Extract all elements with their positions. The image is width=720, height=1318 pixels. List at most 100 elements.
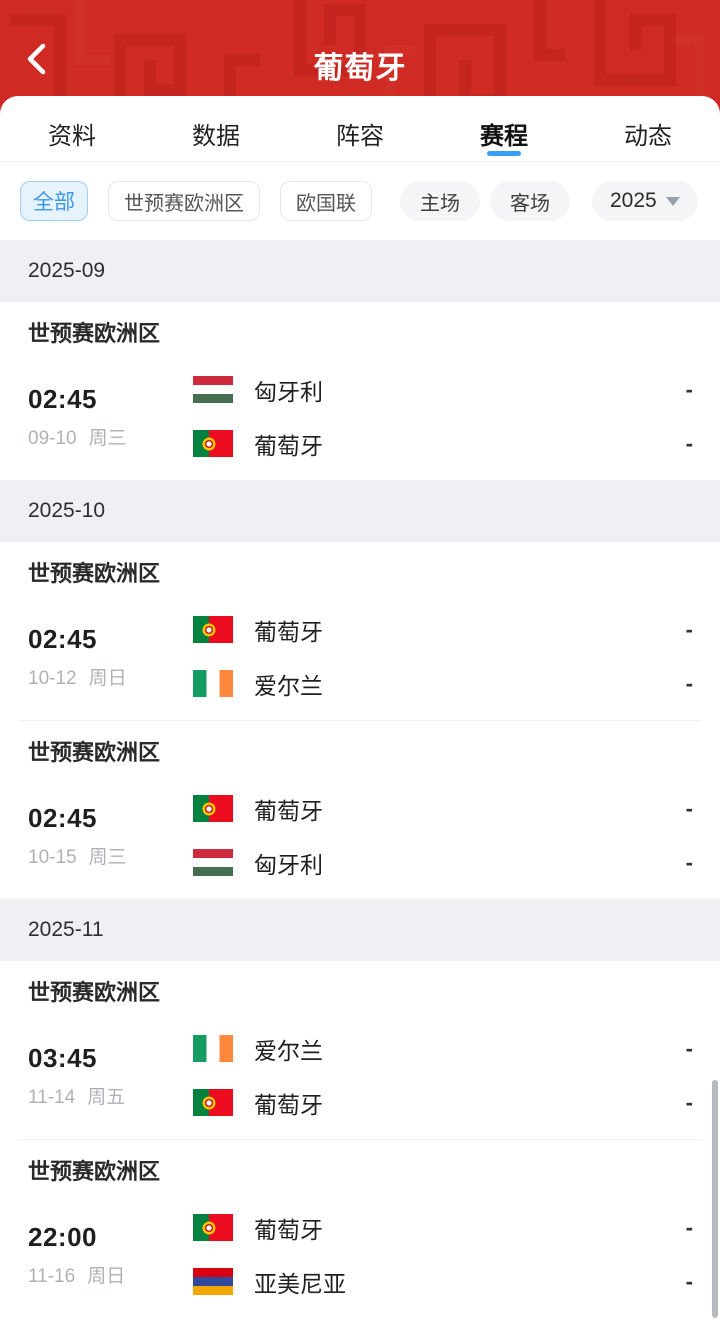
tab-label: 赛程 [480, 123, 528, 150]
match-time-block: 02:45 09-10 周三 [0, 368, 193, 465]
match-body: 02:45 10-15 周三 葡萄牙 - [0, 787, 720, 884]
match-card[interactable]: 世预赛欧洲区 02:45 10-15 周三 葡萄牙 - [0, 721, 720, 899]
home-score: - [685, 1214, 693, 1240]
away-team-row: 亚美尼亚 - [193, 1260, 720, 1303]
year-select[interactable]: 2025 [592, 181, 698, 221]
match-card[interactable]: 世预赛欧洲区 02:45 09-10 周三 匈牙利 - [0, 302, 720, 480]
match-card[interactable]: 世预赛欧洲区 03:45 11-14 周五 爱尔兰 - [0, 961, 720, 1139]
date-value: 10-12 [28, 667, 77, 689]
match-date: 11-14 周五 [28, 1082, 193, 1109]
match-time: 22:00 [28, 1221, 97, 1252]
home-score: - [685, 616, 693, 642]
match-date: 11-16 周日 [28, 1261, 193, 1288]
team-name: 葡萄牙 [254, 1216, 323, 1243]
flag-hungary [193, 849, 233, 876]
month-label: 2025-10 [28, 499, 106, 522]
match-time: 02:45 [28, 623, 97, 654]
weekday-value: 周三 [88, 427, 127, 449]
match-body: 02:45 10-12 周日 葡萄牙 - [0, 608, 720, 705]
match-body: 22:00 11-16 周日 葡萄牙 - [0, 1206, 720, 1303]
competition-name: 世预赛欧洲区 [28, 1159, 161, 1184]
match-time-block: 03:45 11-14 周五 [0, 1027, 193, 1124]
flag-portugal [193, 430, 233, 457]
tab-label: 资料 [48, 123, 96, 150]
away-team-row: 匈牙利 - [193, 841, 720, 884]
team-name: 葡萄牙 [254, 797, 323, 824]
match-time: 03:45 [28, 1042, 97, 1073]
away-team-row: 葡萄牙 - [193, 422, 720, 465]
match-date: 10-12 周日 [28, 663, 193, 690]
team-name: 葡萄牙 [254, 432, 323, 459]
flag-portugal [193, 616, 233, 643]
filter-wc-qualifier-chip[interactable]: 世预赛欧洲区 [108, 181, 260, 221]
scrollbar-thumb[interactable] [712, 1080, 718, 1318]
match-card[interactable]: 世预赛欧洲区 22:00 11-16 周日 葡萄牙 - [0, 1140, 720, 1318]
weekday-value: 周日 [87, 1265, 126, 1287]
date-value: 10-15 [28, 846, 77, 868]
tab-info[interactable]: 资料 [0, 106, 144, 161]
tab-news[interactable]: 动态 [576, 106, 720, 161]
year-select-value: 2025 [610, 189, 657, 212]
away-score: - [685, 1089, 693, 1115]
month-label: 2025-11 [28, 918, 104, 941]
team-name: 匈牙利 [254, 378, 323, 405]
away-score: - [685, 849, 693, 875]
teams: 葡萄牙 - 爱尔兰 - [193, 608, 720, 705]
competition-name: 世预赛欧洲区 [28, 561, 161, 586]
flag-hungary [193, 376, 233, 403]
home-team-row: 匈牙利 - [193, 368, 720, 411]
date-value: 09-10 [28, 427, 77, 449]
match-card[interactable]: 世预赛欧洲区 02:45 10-12 周日 葡萄牙 - [0, 542, 720, 720]
filter-away-chip[interactable]: 客场 [490, 181, 570, 221]
away-team-row: 葡萄牙 - [193, 1081, 720, 1124]
back-button[interactable] [16, 40, 56, 80]
flag-ireland [193, 1035, 233, 1062]
tab-bar: 资料 数据 阵容 赛程 动态 [0, 96, 720, 162]
teams: 匈牙利 - 葡萄牙 - [193, 368, 720, 465]
flag-portugal [193, 795, 233, 822]
competition-name: 世预赛欧洲区 [28, 980, 161, 1005]
month-header: 2025-10 [0, 480, 720, 542]
filter-all-chip[interactable]: 全部 [20, 181, 88, 221]
match-time-block: 02:45 10-12 周日 [0, 608, 193, 705]
match-date: 09-10 周三 [28, 423, 193, 450]
flag-ireland [193, 670, 233, 697]
chevron-down-icon [665, 196, 680, 206]
filter-home-chip[interactable]: 主场 [400, 181, 480, 221]
team-name: 葡萄牙 [254, 618, 323, 645]
match-divider [18, 720, 702, 721]
teams: 爱尔兰 - 葡萄牙 - [193, 1027, 720, 1124]
team-name: 匈牙利 [254, 851, 323, 878]
teams: 葡萄牙 - 亚美尼亚 - [193, 1206, 720, 1303]
match-time: 02:45 [28, 802, 97, 833]
home-team-row: 爱尔兰 - [193, 1027, 720, 1070]
home-team-row: 葡萄牙 - [193, 1206, 720, 1249]
chevron-left-icon [27, 43, 46, 74]
team-name: 葡萄牙 [254, 1091, 323, 1118]
away-score: - [685, 1268, 693, 1294]
month-header: 2025-11 [0, 899, 720, 961]
home-team-row: 葡萄牙 - [193, 608, 720, 651]
teams: 葡萄牙 - 匈牙利 - [193, 787, 720, 884]
app-header: 葡萄牙 [0, 0, 720, 114]
month-label: 2025-09 [28, 259, 106, 282]
filter-nations-league-chip[interactable]: 欧国联 [280, 181, 372, 221]
tab-schedule[interactable]: 赛程 [432, 106, 576, 161]
team-name: 亚美尼亚 [254, 1270, 346, 1297]
flag-portugal [193, 1089, 233, 1116]
home-score: - [685, 376, 693, 402]
schedule-list: 2025-09 世预赛欧洲区 02:45 09-10 周三 匈牙利 [0, 240, 720, 1318]
away-team-row: 爱尔兰 - [193, 662, 720, 705]
content-card: 资料 数据 阵容 赛程 动态 全部 世预赛欧洲区 欧国联 主场 客场 [0, 96, 720, 1318]
match-body: 03:45 11-14 周五 爱尔兰 - [0, 1027, 720, 1124]
active-tab-indicator [487, 151, 521, 156]
header-pattern-watermark [10, 0, 705, 114]
tab-squad[interactable]: 阵容 [288, 106, 432, 161]
tab-data[interactable]: 数据 [144, 106, 288, 161]
weekday-value: 周五 [87, 1086, 126, 1108]
team-name: 爱尔兰 [254, 1037, 323, 1064]
date-value: 11-16 [28, 1265, 76, 1287]
home-team-row: 葡萄牙 - [193, 787, 720, 830]
tab-label: 数据 [192, 123, 240, 150]
